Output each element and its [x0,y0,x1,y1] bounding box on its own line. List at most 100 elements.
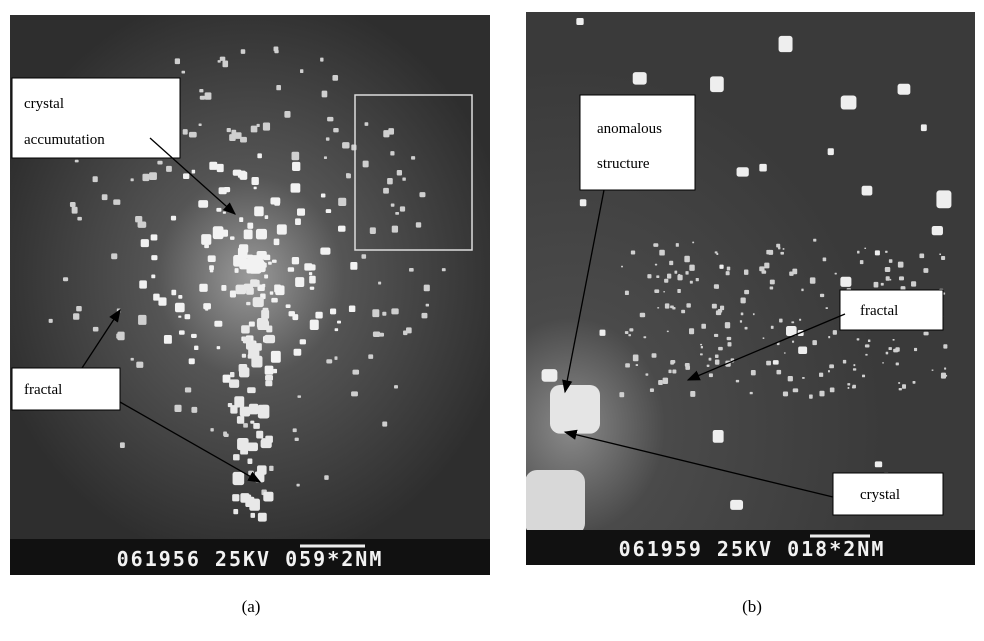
crystal [773,360,779,365]
crystal [245,497,254,507]
crystal [63,277,68,281]
crystal [862,375,865,378]
crystal [77,217,82,221]
crystal [875,250,880,255]
crystal [899,276,904,280]
caption: (b) [742,597,762,616]
crystal [274,46,279,51]
crystal [802,377,805,379]
crystal [338,198,346,206]
crystal [247,443,258,452]
footer-text: 061956 25KV 059*2NM [117,547,384,571]
crystal [249,322,255,327]
crystal [809,394,813,398]
crystal [166,166,172,172]
crystal [335,328,338,331]
crystal [223,432,227,437]
crystal [793,388,798,392]
crystal [619,392,624,397]
crystal [730,500,743,510]
crystal [200,96,205,100]
crystal [714,334,718,337]
crystal [139,280,147,288]
crystal [214,321,222,327]
crystal [921,124,927,131]
crystal [898,84,911,95]
crystal [383,188,389,194]
crystal [681,310,685,314]
crystal [713,430,724,443]
crystal [138,221,147,227]
crystal [210,270,214,273]
crystal [776,370,781,374]
label: fractal [860,303,898,319]
crystal [689,265,694,271]
crystal [667,274,671,279]
crystal [670,360,675,363]
crystal [801,289,803,292]
crystal [664,279,668,283]
crystal [295,277,304,287]
crystal [770,286,773,289]
crystal [700,353,703,355]
footer-text: 061959 25KV 018*2NM [619,537,886,561]
crystal [49,319,53,323]
crystal [685,271,688,275]
crystal [945,375,947,377]
crystal [363,161,369,168]
crystal [394,385,398,388]
crystal [224,187,230,192]
crystal [792,341,794,343]
crystal [300,339,306,344]
crystal [744,290,749,294]
crystal [223,211,226,213]
crystal [330,308,336,314]
crystal [932,226,943,235]
crystal [194,346,198,350]
crystal [690,281,693,284]
crystal [265,381,272,387]
crystal [600,330,606,336]
crystal [390,151,394,155]
crystal [932,369,934,370]
crystal [886,276,890,281]
crystal [182,71,186,74]
crystal [860,260,864,264]
crystal [667,331,669,333]
crystal [740,320,742,322]
crystal [265,215,269,219]
crystal [882,362,884,363]
crystal [690,391,695,397]
crystal [753,313,755,315]
crystal [265,366,274,375]
crystal [274,285,281,293]
crystal [383,130,389,137]
crystal [242,354,246,358]
crystal [352,370,359,375]
crystal [227,128,231,132]
crystal [334,356,337,359]
crystal [835,273,837,275]
crystal [243,423,248,427]
crystal [75,160,79,163]
crystal [349,305,355,312]
crystal [320,247,330,254]
crystal [709,358,712,361]
crystal [791,321,794,323]
crystal [171,290,176,295]
crystal [292,257,299,264]
crystal [677,275,682,281]
crystal [779,36,793,52]
crystal [217,346,221,349]
crystal [262,263,266,268]
crystal [902,384,906,389]
crystal [865,354,867,356]
crystal [658,380,663,385]
crystal [233,472,245,485]
crystal [424,285,430,292]
crystal [286,304,291,308]
crystal [246,288,254,295]
crystal [819,373,823,377]
crystal [189,132,197,138]
crystal [346,173,350,176]
